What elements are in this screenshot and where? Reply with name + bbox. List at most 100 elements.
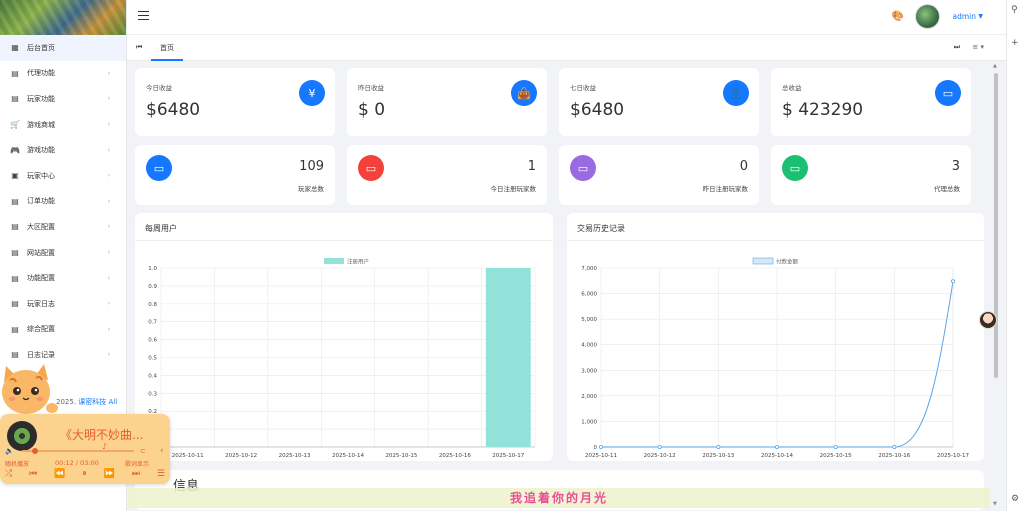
list-icon: ▤ — [11, 222, 19, 232]
y-tick-label: 0.5 — [148, 356, 157, 362]
sidebar-item[interactable]: ▤ 功能配置 › — [0, 265, 126, 291]
search-icon[interactable]: ⚲ — [1011, 5, 1018, 15]
stat-label: 今日收益 — [146, 84, 172, 92]
volume-icon[interactable]: 🔈 — [5, 447, 14, 455]
sidebar-item-label: 代理功能 — [27, 69, 55, 78]
tab-scroll-left-icon[interactable]: ⏮ — [136, 43, 143, 51]
y-tick-label: 5,000 — [581, 317, 597, 323]
sidebar-item-label: 订单功能 — [27, 197, 55, 206]
shuffle-icon[interactable]: ⤮ — [5, 469, 13, 479]
sidebar-item[interactable]: 🎮 游戏功能 › — [0, 137, 126, 163]
x-tick-label: 2025-10-12 — [644, 453, 676, 459]
fast-forward-icon[interactable]: ⏩ — [103, 469, 115, 479]
sidebar-item-label: 后台首页 — [27, 43, 55, 52]
sidebar-item[interactable]: ▣ 玩家中心 › — [0, 163, 126, 189]
progress-bar[interactable] — [22, 448, 134, 454]
x-tick-label: 2025-10-14 — [332, 453, 364, 459]
tab-scroll-right-icon[interactable]: ⏭ — [953, 43, 960, 51]
sidebar-item[interactable]: ▤ 玩家日志 › — [0, 291, 126, 317]
y-tick-label: 1,000 — [581, 419, 597, 425]
data-point — [716, 444, 721, 449]
sidebar-item[interactable]: ▤ 代理功能 › — [0, 61, 126, 87]
data-point — [657, 444, 662, 449]
yuan-icon: ¥ — [299, 80, 325, 106]
chevron-right-icon: › — [107, 274, 110, 282]
music-player: 《大明不妙曲... ♪ 🔈 ⊂ ‹ 随机播放 00:12 / 03:00 歌词显… — [0, 414, 170, 484]
stat-label: 昨日收益 — [358, 84, 384, 92]
sidebar-item[interactable]: ▤ 订单功能 › — [0, 189, 126, 215]
weekly-users-panel: 每周用户 注册用户00.10.20.30.40.50.60.70.80.91.0… — [135, 213, 553, 461]
message-icon: ▭ — [146, 155, 172, 181]
x-tick-label: 2025-10-13 — [702, 453, 734, 459]
transaction-history-panel: 交易历史记录 付款金额 0 1,000 2,000 3,000 4,000 5,000 6,0… — [567, 213, 984, 461]
x-tick-label: 2025-10-17 — [937, 453, 969, 459]
sidebar-item[interactable]: ▤ 网站配置 › — [0, 240, 126, 266]
rewind-icon[interactable]: ⏪ — [54, 469, 66, 479]
x-tick-label: 2025-10-16 — [439, 453, 471, 459]
chevron-right-icon: › — [107, 249, 110, 257]
chevron-down-icon[interactable]: ▼ — [978, 13, 983, 20]
sidebar-item[interactable]: 🛒 游戏商城 › — [0, 112, 126, 138]
tab-home[interactable]: 首页 — [151, 35, 183, 61]
toggle-icon[interactable]: ⊂ — [140, 447, 146, 455]
stat-value: $6480 — [146, 100, 201, 120]
scrollbar[interactable]: ▲ ▼ — [993, 63, 999, 507]
copyright-link[interactable]: 课密科技 All — [78, 398, 118, 406]
menu-toggle-icon[interactable] — [138, 11, 149, 20]
tab-options-icon[interactable]: ≡ ▾ — [972, 43, 984, 51]
list-icon: ▤ — [11, 68, 19, 78]
collapse-icon[interactable]: ‹ — [160, 446, 164, 456]
chevron-right-icon: › — [107, 172, 110, 180]
playlist-icon[interactable]: ☰ — [156, 469, 165, 479]
x-tick-label: 2025-10-15 — [820, 453, 852, 459]
skip-back-icon[interactable]: ⏮ — [29, 469, 38, 479]
count-label: 玩家总数 — [298, 185, 324, 193]
gear-icon[interactable]: ⚙ — [1011, 494, 1020, 504]
sidebar-item-label: 网站配置 — [27, 248, 55, 257]
line-chart: 付款金额 0 1,000 2,000 3,000 4,000 5,000 6,000 7,000… — [581, 258, 969, 460]
y-tick-label: 0.8 — [148, 302, 157, 308]
x-tick-label: 2025-10-13 — [279, 453, 311, 459]
plus-icon[interactable]: + — [1011, 38, 1019, 48]
sidebar-item-label: 综合配置 — [27, 325, 55, 334]
bar-chart: 注册用户00.10.20.30.40.50.60.70.80.91.02025-… — [148, 258, 536, 459]
floating-helper-avatar[interactable] — [979, 311, 997, 329]
data-point — [599, 444, 604, 449]
sidebar-item[interactable]: ▤ 日志记录 › — [0, 342, 126, 368]
site-logo[interactable] — [0, 0, 126, 35]
play-mode[interactable]: 随机播放 — [5, 461, 30, 468]
list-icon: ▤ — [11, 324, 19, 334]
avatar[interactable] — [915, 4, 940, 29]
skip-forward-icon[interactable]: ⏭ — [131, 469, 140, 479]
song-title: 《大明不妙曲... — [60, 428, 144, 442]
list-icon: ▤ — [11, 94, 19, 104]
y-tick-label: 0 — [594, 445, 598, 451]
cat-mascot[interactable] — [0, 358, 64, 420]
progress-handle[interactable] — [32, 448, 38, 454]
stat-label: 总收益 — [782, 84, 802, 92]
pause-icon[interactable]: ⏸ — [82, 469, 87, 479]
chevron-right-icon: › — [107, 300, 110, 308]
username[interactable]: admin — [952, 12, 977, 21]
sidebar-item[interactable]: ▤ 综合配置 › — [0, 317, 126, 343]
message-icon: ▭ — [358, 155, 384, 181]
panel-title: 每周用户 — [145, 224, 177, 233]
sidebar-item[interactable]: ▤ 大区配置 › — [0, 214, 126, 240]
x-tick-label: 2025-10-14 — [761, 453, 793, 459]
count-value: 1 — [527, 159, 536, 174]
sidebar-item[interactable]: ▦ 后台首页 — [0, 35, 126, 61]
lyric-toggle[interactable]: 歌词显示 — [125, 461, 150, 468]
stat-value: $ 423290 — [782, 100, 864, 120]
sidebar-item[interactable]: ▤ 玩家功能 › — [0, 86, 126, 112]
chevron-right-icon: › — [107, 197, 110, 205]
scrollbar-thumb[interactable] — [994, 73, 998, 378]
scroll-down-icon[interactable]: ▼ — [993, 501, 997, 507]
scroll-up-icon[interactable]: ▲ — [993, 63, 997, 69]
count-card: ▭ 0 昨日注册玩家数 — [559, 145, 759, 205]
stat-value: $6480 — [570, 100, 625, 120]
tab-bar: ⏮ 首页 ⏭ ≡ ▾ — [127, 35, 1006, 61]
play-time: 00:12 / 03:00 — [55, 459, 99, 467]
music-note-icon: ♪ — [102, 442, 108, 451]
palette-icon[interactable]: 🎨 — [891, 11, 904, 22]
sidebar-item-label: 游戏功能 — [27, 146, 55, 155]
